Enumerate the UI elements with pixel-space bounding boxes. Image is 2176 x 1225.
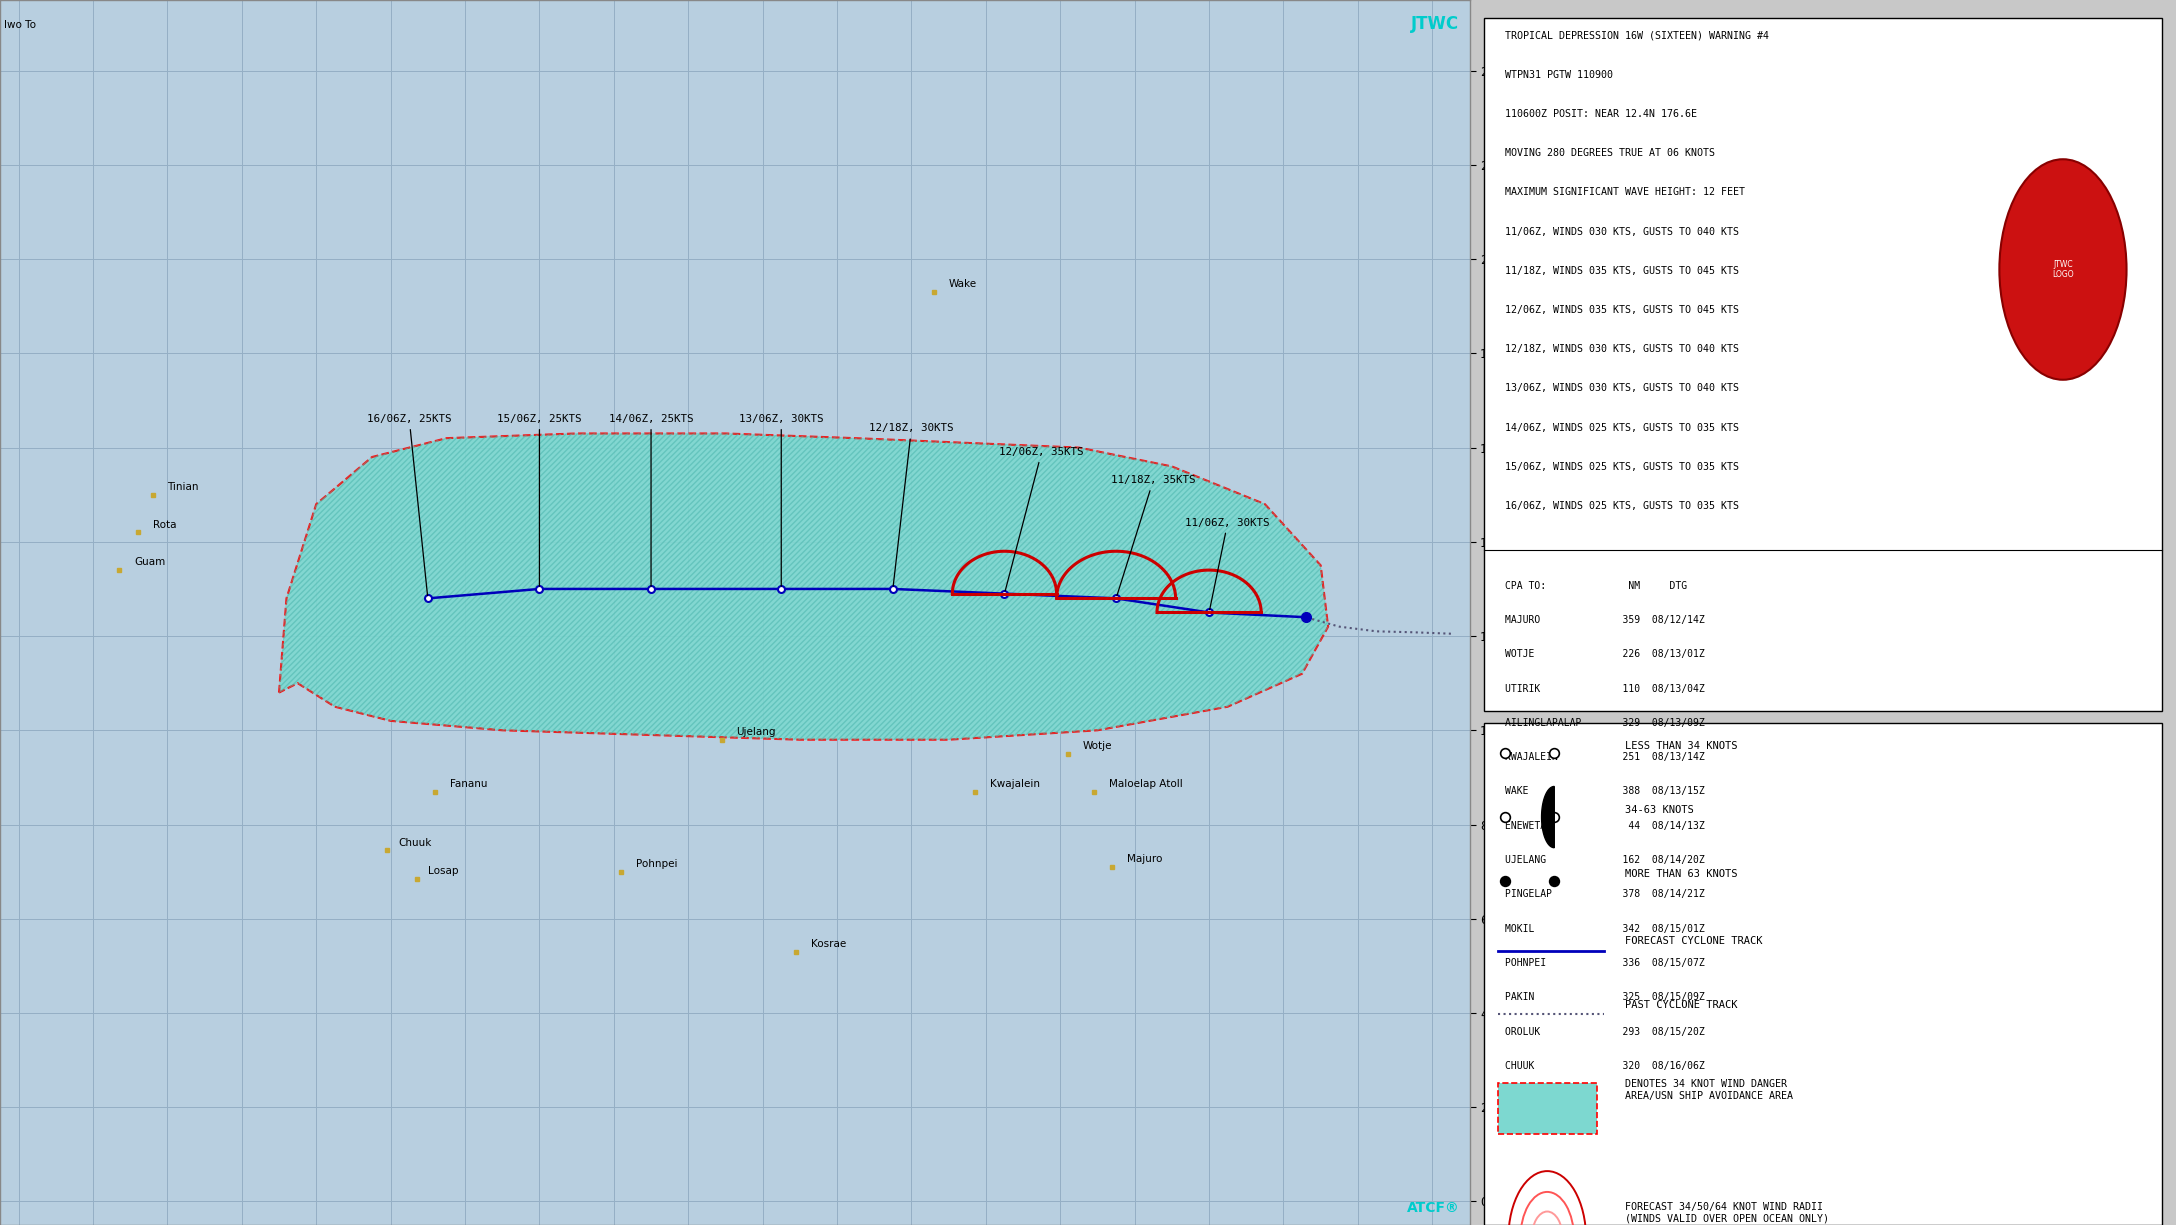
FancyBboxPatch shape [1484,723,2163,1225]
Text: LESS THAN 34 KNOTS: LESS THAN 34 KNOTS [1625,741,1736,751]
Text: KWAJALEIN           251  08/13/14Z: KWAJALEIN 251 08/13/14Z [1506,752,1704,762]
Text: Wotje: Wotje [1084,741,1112,751]
Text: Maloelap Atoll: Maloelap Atoll [1108,779,1182,789]
Text: 11/06Z, WINDS 030 KTS, GUSTS TO 040 KTS: 11/06Z, WINDS 030 KTS, GUSTS TO 040 KTS [1506,227,1739,236]
Text: Rota: Rota [152,519,176,529]
Text: MORE THAN 63 KNOTS: MORE THAN 63 KNOTS [1625,869,1736,878]
Text: 11/18Z, 35KTS: 11/18Z, 35KTS [1112,475,1195,595]
Text: Ujelang: Ujelang [738,726,777,737]
Text: ATCF®: ATCF® [1406,1202,1460,1215]
Text: Pohnpei: Pohnpei [635,859,677,869]
Text: PAST CYCLONE TRACK: PAST CYCLONE TRACK [1625,1000,1736,1009]
Text: 11/18Z, WINDS 035 KTS, GUSTS TO 045 KTS: 11/18Z, WINDS 035 KTS, GUSTS TO 045 KTS [1506,266,1739,276]
Text: CHUUK               320  08/16/06Z: CHUUK 320 08/16/06Z [1506,1061,1704,1071]
Text: Guam: Guam [135,557,165,567]
Text: MOKIL               342  08/15/01Z: MOKIL 342 08/15/01Z [1506,924,1704,933]
Text: Losap: Losap [429,866,459,876]
Text: FORECAST CYCLONE TRACK: FORECAST CYCLONE TRACK [1625,936,1763,946]
Text: 15/06Z, WINDS 025 KTS, GUSTS TO 035 KTS: 15/06Z, WINDS 025 KTS, GUSTS TO 035 KTS [1506,462,1739,472]
Text: 16/06Z, 25KTS: 16/06Z, 25KTS [368,414,450,595]
Text: UJELANG             162  08/14/20Z: UJELANG 162 08/14/20Z [1506,855,1704,865]
Text: 12/18Z, 30KTS: 12/18Z, 30KTS [868,424,953,587]
Text: WAKE                388  08/13/15Z: WAKE 388 08/13/15Z [1506,786,1704,796]
Text: 13/06Z, 30KTS: 13/06Z, 30KTS [740,414,823,587]
Text: JTWC
LOGO: JTWC LOGO [2052,260,2074,279]
Text: UTIRIK              110  08/13/04Z: UTIRIK 110 08/13/04Z [1506,684,1704,693]
Text: 15/06Z, 25KTS: 15/06Z, 25KTS [496,414,581,587]
Text: 13/06Z, WINDS 030 KTS, GUSTS TO 040 KTS: 13/06Z, WINDS 030 KTS, GUSTS TO 040 KTS [1506,383,1739,393]
Text: AILINGLAPALAP       329  08/13/09Z: AILINGLAPALAP 329 08/13/09Z [1506,718,1704,728]
Text: 12/06Z, WINDS 035 KTS, GUSTS TO 045 KTS: 12/06Z, WINDS 035 KTS, GUSTS TO 045 KTS [1506,305,1739,315]
Text: 12/18Z, WINDS 030 KTS, GUSTS TO 040 KTS: 12/18Z, WINDS 030 KTS, GUSTS TO 040 KTS [1506,344,1739,354]
Text: TROPICAL DEPRESSION 16W (SIXTEEN) WARNING #4: TROPICAL DEPRESSION 16W (SIXTEEN) WARNIN… [1506,31,1769,40]
Text: MAJURO              359  08/12/14Z: MAJURO 359 08/12/14Z [1506,615,1704,625]
Text: 110600Z POSIT: NEAR 12.4N 176.6E: 110600Z POSIT: NEAR 12.4N 176.6E [1506,109,1697,119]
Text: Wake: Wake [949,279,977,289]
Text: 11/06Z, 30KTS: 11/06Z, 30KTS [1186,518,1271,610]
Text: PINGELAP            378  08/14/21Z: PINGELAP 378 08/14/21Z [1506,889,1704,899]
Text: 12/06Z, 35KTS: 12/06Z, 35KTS [999,447,1084,590]
Text: JTWC: JTWC [1410,15,1460,33]
Circle shape [2000,159,2126,380]
Text: WOTJE               226  08/13/01Z: WOTJE 226 08/13/01Z [1506,649,1704,659]
Text: MAXIMUM SIGNIFICANT WAVE HEIGHT: 12 FEET: MAXIMUM SIGNIFICANT WAVE HEIGHT: 12 FEET [1506,187,1745,197]
Text: Fananu: Fananu [450,779,487,789]
Text: 34-63 KNOTS: 34-63 KNOTS [1625,805,1693,815]
Polygon shape [1541,786,1554,848]
Text: Tinian: Tinian [168,481,198,492]
Text: WTPN31 PGTW 110900: WTPN31 PGTW 110900 [1506,70,1612,80]
Text: Chuuk: Chuuk [398,838,431,848]
FancyBboxPatch shape [1497,1083,1597,1134]
Text: 16/06Z, WINDS 025 KTS, GUSTS TO 035 KTS: 16/06Z, WINDS 025 KTS, GUSTS TO 035 KTS [1506,501,1739,511]
Text: PAKIN               325  08/15/09Z: PAKIN 325 08/15/09Z [1506,992,1704,1002]
Text: Iwo To: Iwo To [4,21,35,31]
Text: Majuro: Majuro [1127,854,1162,864]
FancyBboxPatch shape [1484,18,2163,710]
Text: DENOTES 34 KNOT WIND DANGER
AREA/USN SHIP AVOIDANCE AREA: DENOTES 34 KNOT WIND DANGER AREA/USN SHI… [1625,1079,1793,1101]
Text: Kwajalein: Kwajalein [990,779,1040,789]
Polygon shape [279,434,1327,740]
Text: OROLUK              293  08/15/20Z: OROLUK 293 08/15/20Z [1506,1027,1704,1036]
Text: CPA TO:              NM     DTG: CPA TO: NM DTG [1506,581,1686,590]
Text: 14/06Z, WINDS 025 KTS, GUSTS TO 035 KTS: 14/06Z, WINDS 025 KTS, GUSTS TO 035 KTS [1506,423,1739,432]
Text: Kosrae: Kosrae [812,940,846,949]
Text: POHNPEI             336  08/15/07Z: POHNPEI 336 08/15/07Z [1506,958,1704,968]
Text: 14/06Z, 25KTS: 14/06Z, 25KTS [609,414,694,587]
Text: FORECAST 34/50/64 KNOT WIND RADII
(WINDS VALID OVER OPEN OCEAN ONLY): FORECAST 34/50/64 KNOT WIND RADII (WINDS… [1625,1202,1830,1224]
Text: MOVING 280 DEGREES TRUE AT 06 KNOTS: MOVING 280 DEGREES TRUE AT 06 KNOTS [1506,148,1715,158]
Text: ENEWETAK             44  08/14/13Z: ENEWETAK 44 08/14/13Z [1506,821,1704,831]
